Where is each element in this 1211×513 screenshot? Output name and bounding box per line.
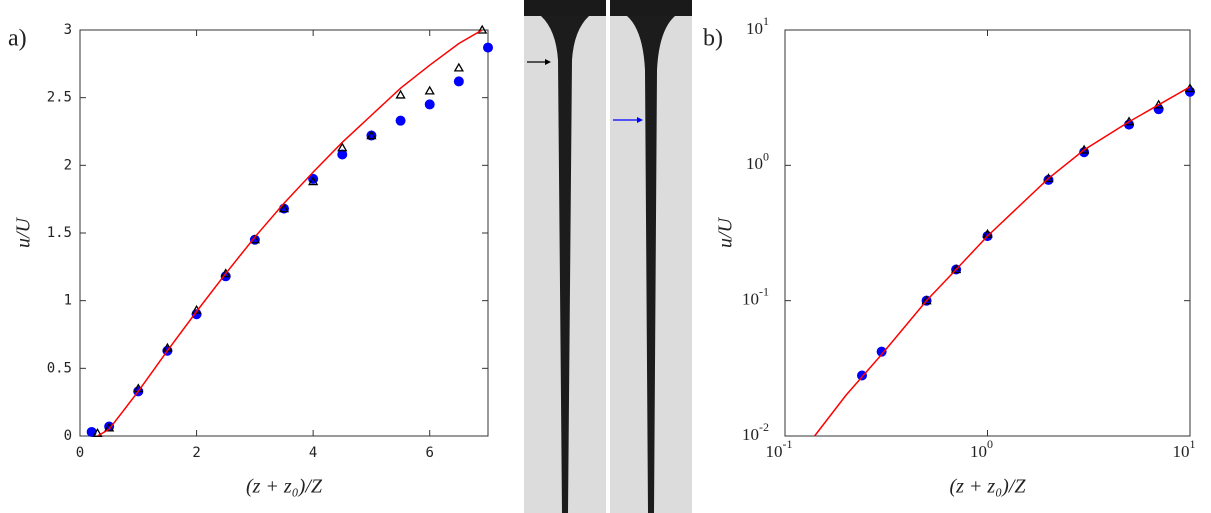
panel-label: a) bbox=[8, 26, 27, 52]
tick-label: 10-1 bbox=[742, 284, 769, 308]
data-point bbox=[395, 89, 406, 99]
tick-exponent: 0 bbox=[987, 437, 993, 451]
tick-label: 10-1 bbox=[766, 437, 793, 461]
data-point bbox=[876, 346, 887, 357]
panel-label: b) bbox=[703, 26, 723, 52]
nozzle bbox=[524, 0, 606, 16]
tick-label: 101 bbox=[746, 14, 769, 38]
tick-exponent: 1 bbox=[763, 14, 769, 28]
tick-exponent: 0 bbox=[763, 149, 769, 163]
photos bbox=[524, 0, 692, 513]
tick-label: 101 bbox=[1173, 437, 1196, 461]
data-point bbox=[477, 24, 488, 34]
data-point bbox=[395, 115, 406, 126]
tick-exponent: 1 bbox=[1190, 437, 1196, 451]
data-point bbox=[1043, 174, 1054, 185]
data-point bbox=[453, 76, 464, 87]
y-axis-label: u/U bbox=[715, 216, 737, 248]
nozzle bbox=[610, 0, 692, 16]
model-line bbox=[813, 86, 1191, 437]
data-point bbox=[366, 130, 377, 140]
data-point bbox=[220, 268, 231, 278]
x-axis-label: (z + z₀)/Z bbox=[246, 476, 323, 498]
x-axis-label: (z + z₀)/Z bbox=[949, 476, 1026, 498]
data-point bbox=[1043, 173, 1054, 183]
data-point bbox=[92, 427, 103, 437]
arrow-head bbox=[545, 59, 551, 65]
y-axis-label: u/U bbox=[13, 216, 35, 248]
tick-exponent: -1 bbox=[759, 284, 769, 298]
data-point bbox=[424, 99, 435, 110]
tick-label: 4 bbox=[309, 445, 317, 461]
tick-label: 100 bbox=[970, 437, 993, 461]
tick-label: 100 bbox=[746, 149, 769, 173]
arrow-head bbox=[637, 117, 643, 123]
tick-label: 3 bbox=[64, 22, 72, 38]
tick-label: 0 bbox=[76, 445, 84, 461]
tick-exponent: -2 bbox=[759, 420, 769, 434]
tick-exponent: -1 bbox=[783, 437, 793, 451]
tick-label: 0 bbox=[64, 428, 72, 444]
data-point bbox=[308, 176, 319, 186]
data-point bbox=[86, 426, 97, 437]
tick-label: 2 bbox=[64, 157, 72, 173]
data-point bbox=[337, 142, 348, 152]
data-point bbox=[951, 264, 962, 274]
data-point bbox=[337, 149, 348, 160]
tick-label: 2.5 bbox=[47, 90, 72, 106]
data-point bbox=[424, 85, 435, 95]
jet bbox=[541, 16, 589, 513]
tick-label: 1 bbox=[64, 293, 72, 309]
tick-label: 1.5 bbox=[47, 225, 72, 241]
tick-label: 10-2 bbox=[742, 420, 769, 444]
jet bbox=[627, 16, 675, 513]
tick-label: 2 bbox=[192, 445, 200, 461]
data-point bbox=[453, 62, 464, 72]
data-point bbox=[278, 203, 290, 213]
data-point bbox=[483, 42, 493, 53]
tick-label: 6 bbox=[425, 445, 433, 461]
data-point bbox=[921, 295, 932, 305]
tick-label: 0.5 bbox=[47, 360, 72, 376]
model-line bbox=[97, 29, 483, 437]
